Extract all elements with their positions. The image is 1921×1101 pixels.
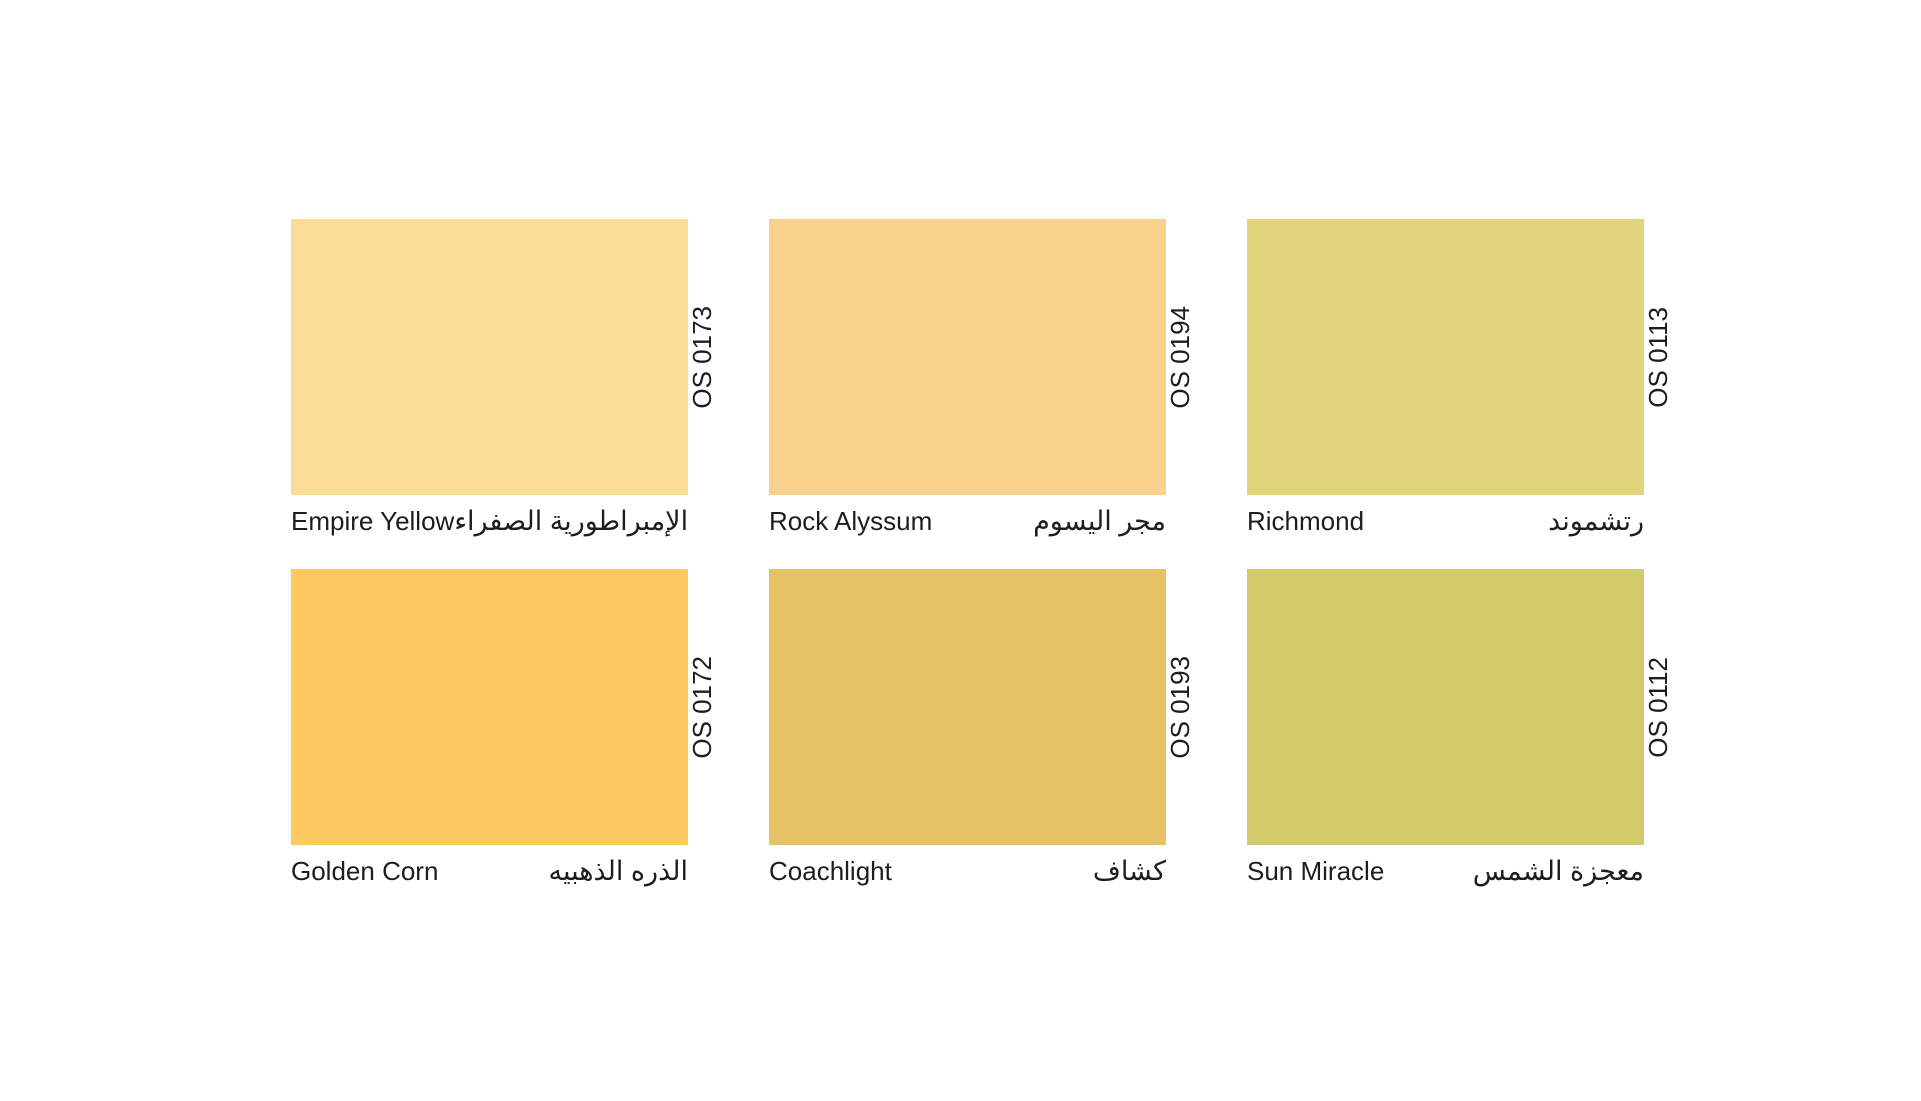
swatch-card-richmond: OS 0113 Richmond رتشموند	[1247, 219, 1724, 537]
swatch-name-english: Empire Yellow	[291, 506, 455, 536]
swatch-name-arabic: مجر اليسوم	[1033, 506, 1166, 536]
color-swatch	[769, 219, 1166, 495]
swatch-name-arabic: معجزة الشمس	[1472, 856, 1644, 886]
swatch-name-english: Rock Alyssum	[769, 506, 933, 536]
swatch-code: OS 0113	[1643, 306, 1673, 408]
color-swatch	[1247, 569, 1644, 845]
code-gutter: OS 0193	[1165, 569, 1246, 845]
color-swatch	[769, 569, 1166, 845]
swatch-name-arabic: كشاف	[1092, 856, 1166, 886]
swatch-name-arabic: الذره الذهبيه	[548, 856, 689, 886]
swatch-name-english: Richmond	[1247, 506, 1365, 536]
swatch-card-golden-corn: OS 0172 Golden Corn الذره الذهبيه	[291, 569, 768, 887]
swatch-card-rock-alyssum: OS 0194 Rock Alyssum مجر اليسوم	[769, 219, 1246, 537]
color-swatch	[291, 569, 688, 845]
code-gutter: OS 0194	[1165, 219, 1246, 495]
color-swatch	[1247, 219, 1644, 495]
code-gutter: OS 0172	[687, 569, 768, 845]
swatch-name-english: Golden Corn	[291, 856, 439, 886]
swatch-card-empire-yellow: OS 0173 Empire Yellow الإمبراطورية الصفر…	[291, 219, 768, 537]
swatch-code: OS 0112	[1643, 656, 1673, 758]
code-gutter: OS 0113	[1643, 219, 1724, 495]
swatch-code: OS 0172	[687, 655, 717, 759]
swatch-card-sun-miracle: OS 0112 Sun Miracle معجزة الشمس	[1247, 569, 1724, 887]
swatch-code: OS 0173	[687, 305, 717, 409]
code-gutter: OS 0112	[1643, 569, 1724, 845]
swatch-card-coachlight: OS 0193 Coachlight كشاف	[769, 569, 1246, 887]
swatch-grid: OS 0173 Empire Yellow الإمبراطورية الصفر…	[291, 219, 1725, 887]
swatch-name-english: Sun Miracle	[1247, 856, 1385, 886]
code-gutter: OS 0173	[687, 219, 768, 495]
color-swatch	[291, 219, 688, 495]
swatch-code: OS 0194	[1165, 305, 1195, 409]
swatch-name-english: Coachlight	[769, 856, 892, 886]
swatch-code: OS 0193	[1165, 655, 1195, 759]
swatch-name-arabic: رتشموند	[1548, 506, 1644, 536]
swatch-name-arabic: الإمبراطورية الصفراء	[454, 506, 689, 536]
